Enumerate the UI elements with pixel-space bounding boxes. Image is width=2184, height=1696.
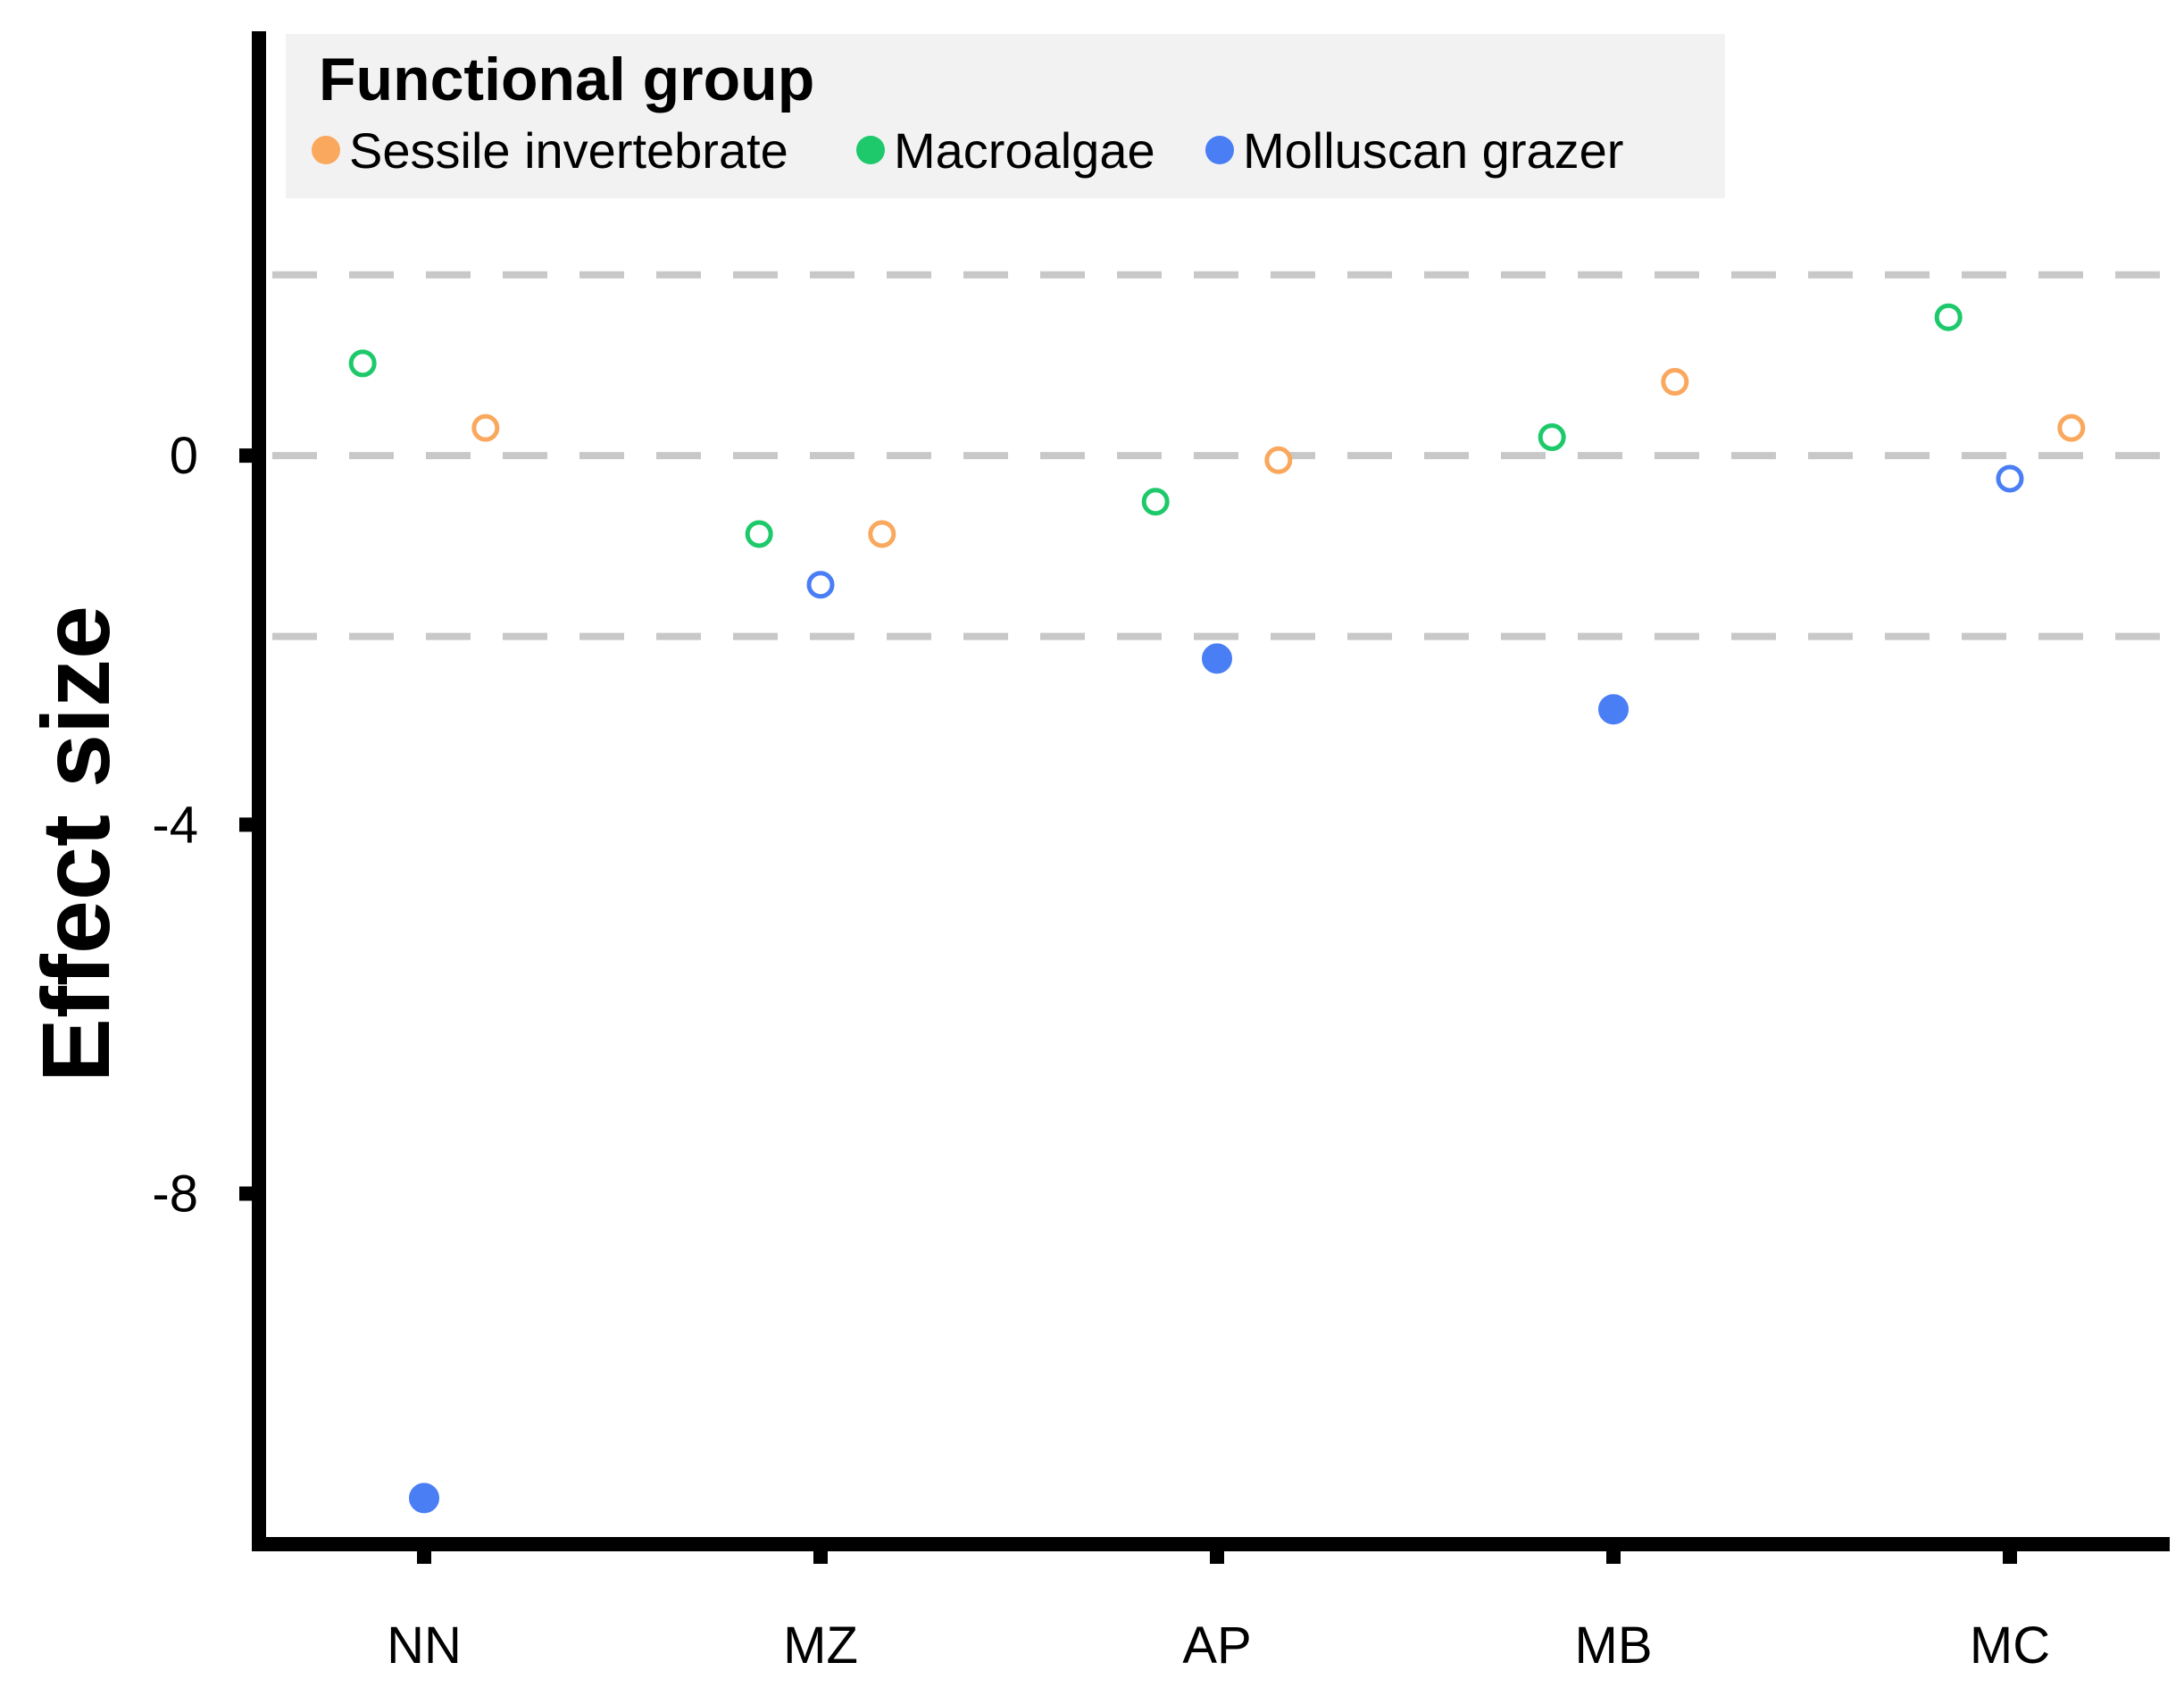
y-tick-label: -4	[152, 796, 198, 854]
legend-background	[286, 34, 1725, 198]
x-tick-label: MC	[1970, 1617, 2050, 1675]
legend-title: Functional group	[319, 46, 814, 113]
legend-label: Macroalgae	[894, 122, 1155, 179]
data-point-sessile-invertebrate	[1264, 446, 1293, 474]
data-point-macroalgae	[1141, 488, 1170, 516]
data-point-molluscan-grazer	[1202, 643, 1232, 674]
y-tick-label: 0	[170, 427, 198, 485]
data-point-macroalgae	[1934, 303, 1963, 331]
x-ticks: NN MZ AP MB MC	[387, 1544, 2050, 1675]
y-ticks: 0 -4 -8	[152, 427, 259, 1223]
y-tick-label: -8	[152, 1165, 198, 1223]
axes	[252, 31, 2170, 1551]
legend-label: Sessile invertebrate	[349, 122, 788, 179]
data-point-macroalgae	[348, 349, 377, 378]
x-tick-label: MB	[1575, 1617, 1653, 1675]
legend-marker	[1205, 136, 1234, 164]
legend-label: Molluscan grazer	[1243, 122, 1623, 179]
data-point-macroalgae	[1538, 422, 1566, 451]
data-point-molluscan-grazer	[1996, 464, 2024, 493]
legend: Functional group Sessile invertebrate Mac…	[286, 34, 1725, 198]
data-point-sessile-invertebrate	[1661, 368, 1689, 397]
data-point-sessile-invertebrate	[868, 520, 896, 548]
data-point-molluscan-grazer	[409, 1483, 439, 1514]
y-axis-title: Effect size	[21, 606, 129, 1082]
reference-lines	[272, 271, 2170, 640]
data-point-molluscan-grazer	[806, 571, 835, 599]
data-point-molluscan-grazer	[1598, 694, 1629, 725]
x-tick-label: AP	[1182, 1617, 1251, 1675]
data-point-sessile-invertebrate	[471, 414, 500, 442]
legend-items: Sessile invertebrate Macroalgae Molluscan …	[312, 122, 1623, 179]
x-tick-label: NN	[387, 1617, 462, 1675]
data-point-macroalgae	[745, 520, 773, 548]
legend-marker	[312, 136, 340, 164]
data-point-sessile-invertebrate	[2057, 414, 2086, 442]
x-tick-label: MZ	[783, 1617, 858, 1675]
legend-marker	[856, 136, 885, 164]
data-points	[348, 303, 2086, 1514]
